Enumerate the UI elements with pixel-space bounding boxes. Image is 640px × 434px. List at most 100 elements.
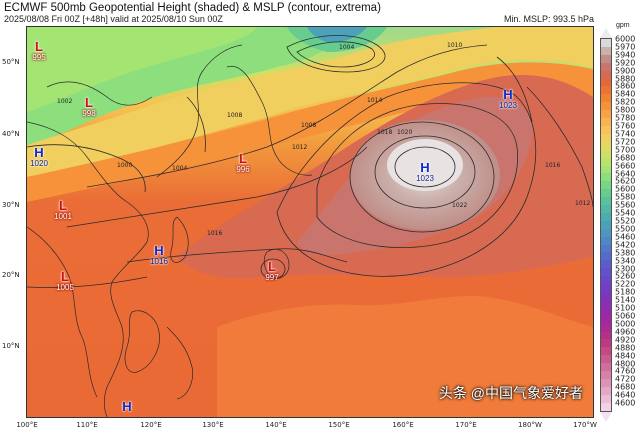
colorbar-swatch [601, 173, 611, 182]
colorbar-swatch [601, 260, 611, 269]
colorbar-tick-label: 5000 [615, 319, 636, 329]
colorbar-tick-label: 5500 [615, 224, 636, 234]
lon-label: 150°E [328, 421, 350, 429]
colorbar-tick-label: 4960 [615, 327, 636, 337]
colorbar-swatch [601, 141, 611, 150]
lon-label: 140°E [265, 421, 287, 429]
colorbar-tick-label: 5580 [615, 192, 636, 202]
colorbar-tick-label: 5760 [615, 121, 636, 131]
colorbar-swatch [601, 212, 611, 221]
colorbar-swatch [601, 94, 611, 103]
high-pressure-center: H 1023 [416, 160, 434, 183]
svg-text:1018: 1018 [377, 129, 392, 136]
colorbar-swatch [601, 339, 611, 348]
height-band-5880 [217, 295, 593, 417]
colorbar-tick-label: 5520 [615, 216, 636, 226]
colorbar-tick-label: 5700 [615, 145, 636, 155]
lon-label: 120°E [140, 421, 162, 429]
map-title: ECMWF 500mb Geopotential Height (shaded)… [4, 2, 381, 14]
colorbar-swatch [601, 276, 611, 285]
colorbar-tick-label: 5920 [615, 58, 636, 68]
colorbar-tick-label: 5600 [615, 184, 636, 194]
colorbar-swatch [601, 78, 611, 87]
svg-text:1016: 1016 [545, 162, 560, 169]
mslp-contours [27, 35, 593, 288]
colorbar-tick-label: 5100 [615, 303, 636, 313]
colorbar-swatch [601, 46, 611, 55]
colorbar-tick-label: 5800 [615, 105, 636, 115]
svg-text:1002: 1002 [57, 98, 72, 105]
colorbar-swatch [601, 118, 611, 126]
lon-label: 100°E [16, 421, 38, 429]
colorbar-swatch [601, 70, 611, 79]
colorbar-tick-label: 5780 [615, 113, 636, 123]
colorbar-tick-label: 5260 [615, 271, 636, 281]
colorbar-tick-label: 4800 [615, 359, 636, 368]
colorbar-swatch [601, 378, 611, 387]
lat-label: 10°N [2, 342, 20, 350]
colorbar-swatch [601, 133, 611, 142]
low-pressure-center: L 998 [82, 95, 96, 118]
colorbar-swatch [601, 54, 611, 63]
svg-text:1004: 1004 [172, 165, 187, 172]
height-band-5680 [27, 27, 257, 112]
colorbar-tick-label: 5940 [615, 50, 636, 60]
lat-label: 30°N [2, 201, 20, 209]
colorbar-tick-label: 5620 [615, 176, 636, 186]
colorbar-swatch [601, 299, 611, 308]
colorbar-tick-label: 5680 [615, 153, 636, 163]
colorbar-swatch [601, 268, 611, 277]
colorbar-tick-label: 5180 [615, 287, 636, 297]
lat-label: 40°N [2, 130, 20, 138]
colorbar-swatch [601, 355, 611, 364]
high-pressure-center: H 1023 [499, 87, 517, 110]
svg-text:1012: 1012 [575, 200, 590, 207]
colorbar-tick-label: 5380 [615, 248, 636, 258]
colorbar-swatch [601, 102, 611, 111]
colorbar-tick-label: 4840 [615, 351, 636, 361]
colorbar-swatch [601, 157, 611, 166]
svg-text:1020: 1020 [397, 129, 412, 136]
colorbar-tick-label: 5460 [615, 232, 636, 242]
min-mslp-readout: Min. MSLP: 993.5 hPa [503, 14, 594, 24]
high-pressure-center: H 1016 [150, 243, 168, 266]
lon-label: 160°E [392, 421, 414, 429]
svg-text:1022: 1022 [452, 202, 467, 209]
colorbar-tick-label: 5220 [615, 279, 636, 289]
low-pressure-center: L 995 [32, 39, 46, 62]
lat-label: 20°N [2, 271, 20, 279]
colorbar-swatch [601, 110, 611, 119]
colorbar-tick-label: 4600 [615, 398, 636, 408]
height-core-max [387, 139, 463, 191]
colorbar-unit: gpm [616, 22, 630, 29]
colorbar-swatch [601, 181, 611, 190]
colorbar-swatch [601, 244, 611, 253]
colorbar-swatch [601, 125, 611, 134]
colorbar-tick-label: 5560 [615, 200, 636, 210]
colorbar-swatch [601, 402, 611, 411]
colorbar-tick-label: 5340 [615, 256, 636, 266]
svg-text:1014: 1014 [367, 97, 382, 104]
colorbar-swatch [601, 39, 611, 47]
colorbar-tick-label: 5140 [615, 295, 636, 305]
colorbar-tick-label: 5860 [615, 81, 636, 91]
colorbar-swatch [601, 205, 611, 213]
colorbar-tick-label: 5720 [615, 137, 636, 147]
colorbar-tick-label: 5300 [615, 264, 636, 274]
colorbar-swatch [601, 236, 611, 245]
lon-label: 110°E [76, 421, 98, 429]
svg-text:1008: 1008 [227, 112, 242, 119]
colorbar-swatch [601, 197, 611, 206]
colorbar-tick-label: 5420 [615, 240, 636, 250]
svg-text:1000: 1000 [117, 162, 132, 169]
colorbar-tick-label: 6000 [615, 34, 636, 44]
lon-label: 170°E [455, 421, 477, 429]
height-band-5500 [307, 27, 367, 43]
colorbar-tick-label: 5840 [615, 89, 636, 99]
high-pressure-center: H [122, 399, 132, 414]
colorbar-tick-label: 5660 [615, 161, 636, 171]
weather-map[interactable]: 1004 1008 1010 1012 1014 1016 1018 1020 … [26, 26, 594, 418]
colorbar-tick-label: 5060 [615, 311, 636, 321]
colorbar-tick-label: 5540 [615, 208, 636, 218]
colorbar-swatch [601, 347, 611, 356]
